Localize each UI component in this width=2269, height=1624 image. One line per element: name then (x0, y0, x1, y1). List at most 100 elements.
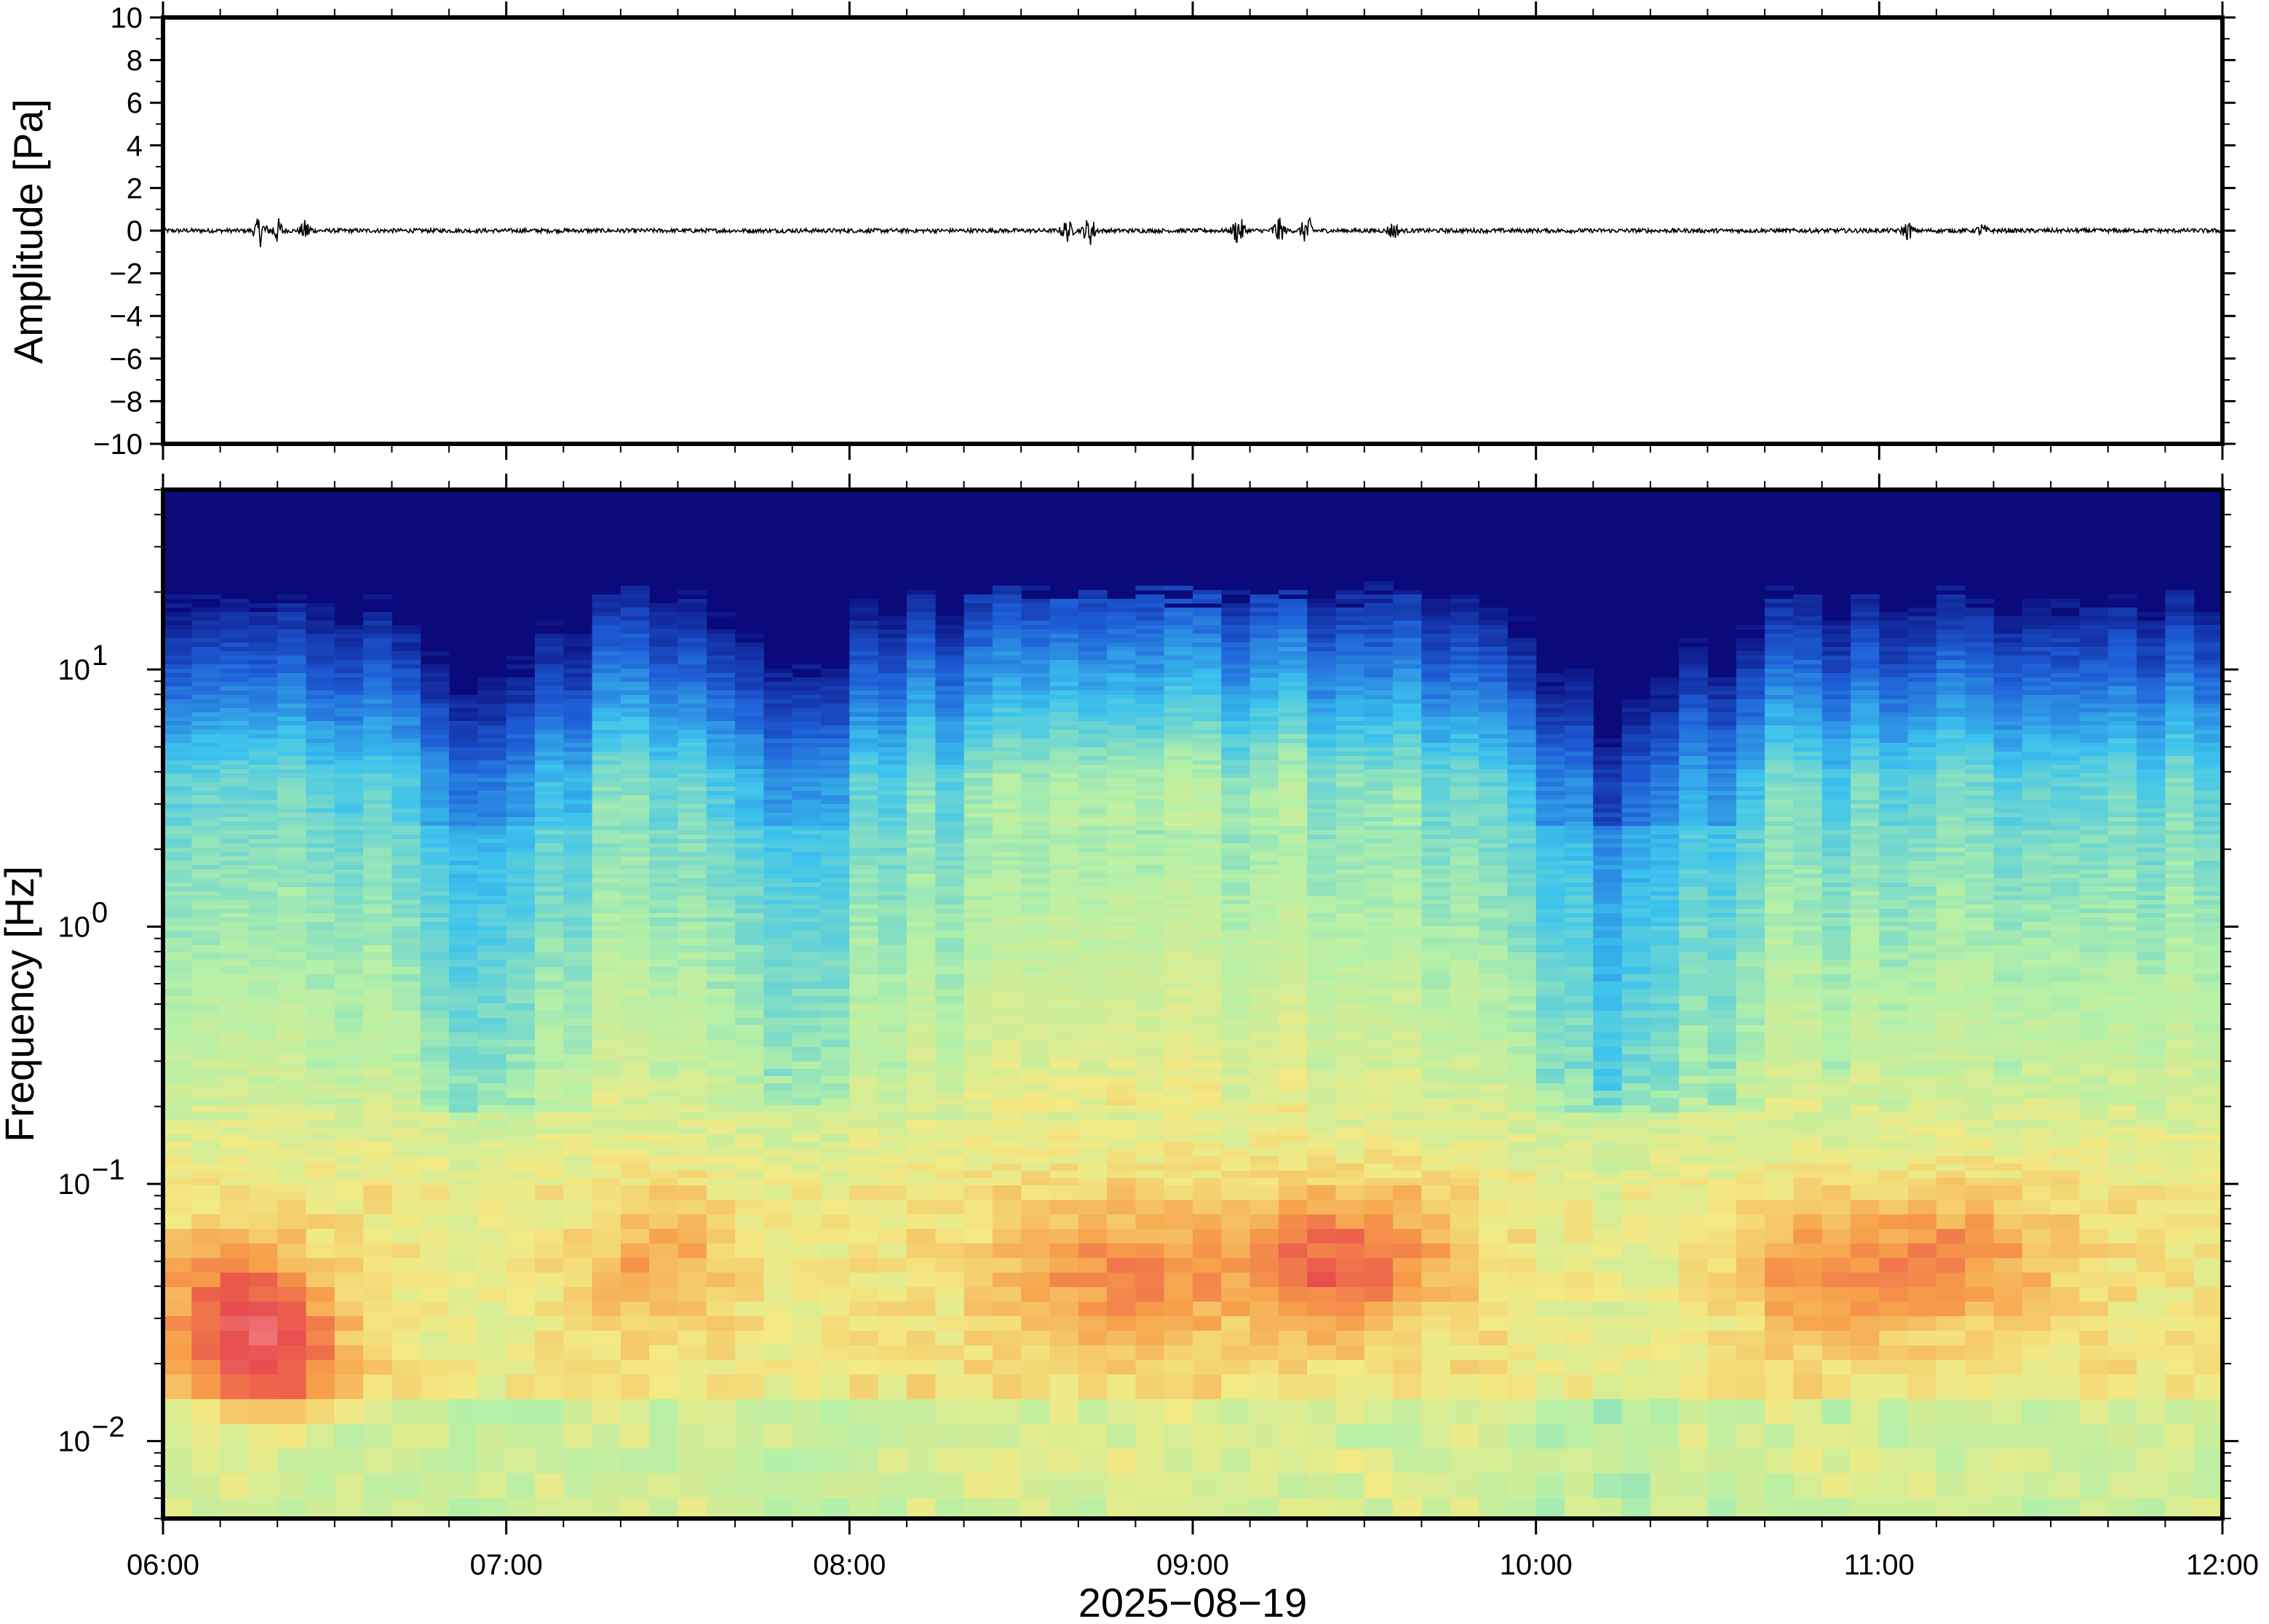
spectrogram-cell (735, 839, 764, 844)
spectrogram-cell (1535, 800, 1565, 805)
spectrogram-cell (2079, 704, 2109, 709)
spectrogram-cell (1736, 861, 1765, 866)
spectrogram-cell (1249, 826, 1279, 831)
spectrogram-cell (306, 782, 335, 787)
spectrogram-cell (1479, 896, 1508, 901)
spectrogram-cell (677, 747, 707, 752)
spectrogram-cell (2107, 787, 2137, 792)
spectrogram-cell (1565, 835, 1594, 840)
spectrogram-cell (1936, 594, 1966, 600)
spectrogram-cell (248, 865, 278, 870)
spectrogram-cell (878, 900, 907, 905)
spectrogram-cell (277, 725, 307, 731)
spectrogram-cell (191, 861, 221, 866)
spectrogram-cell (2107, 708, 2137, 713)
spectrogram-cell (1107, 603, 1136, 608)
spectrogram-cell (2022, 852, 2051, 857)
spectrogram-cell (163, 848, 192, 853)
spectrogram-cell (1965, 843, 1995, 848)
spectrogram-cell (849, 769, 879, 774)
spectrogram-cell (1421, 826, 1451, 831)
spectrogram-cell (1507, 778, 1537, 783)
spectrogram-cell (2022, 804, 2051, 809)
spectrogram-cell (906, 813, 936, 818)
spectrogram-cell (2022, 800, 2051, 805)
spectrogram-cell (420, 795, 450, 800)
spectrogram-cell (535, 821, 564, 827)
spectrogram-cell (1421, 647, 1451, 652)
spectrogram-cell (1135, 883, 1165, 888)
spectrogram-cell (1335, 725, 1365, 731)
spectrogram-cell (935, 852, 965, 857)
spectrogram-cell (649, 852, 679, 857)
spectrogram-cell (1393, 669, 1422, 674)
spectrogram-cell (248, 743, 278, 748)
spectrogram-cell (706, 752, 736, 757)
spectrogram-cell (1793, 821, 1823, 827)
spectrogram-cell (1793, 769, 1823, 774)
spectrogram-cell (1965, 704, 1995, 709)
spectrogram-cell (1393, 830, 1422, 835)
spectrogram-cell (1335, 712, 1365, 717)
spectrogram-cell (1879, 904, 1909, 909)
spectrogram-cell (1736, 883, 1765, 888)
spectrogram-cell (735, 848, 764, 853)
spectrogram-cell (1107, 743, 1136, 748)
spectrogram-cell (1164, 909, 1193, 914)
spectrogram-cell (1364, 773, 1394, 779)
spectrogram-cell (849, 599, 879, 604)
spectrogram-cell (2051, 743, 2081, 748)
spectrogram-cell (2022, 690, 2051, 696)
spectrogram-cell (620, 821, 650, 827)
spectrogram-cell (1049, 682, 1079, 687)
spectrogram-cell (2165, 690, 2195, 696)
spectrogram-cell (1364, 887, 1394, 892)
spectrogram-cell (363, 747, 392, 752)
spectrogram-cell (2079, 856, 2109, 861)
spectrogram-cell (1507, 878, 1537, 883)
spectrogram-cell (1793, 721, 1823, 726)
spectrogram-cell (1993, 856, 2023, 861)
spectrogram-cell (277, 878, 307, 883)
spectrogram-cell (363, 787, 392, 792)
spectrogram-cell (2022, 865, 2051, 870)
spectrogram-cell (677, 651, 707, 656)
spectrogram-cell (620, 594, 650, 600)
spectrogram-cell (220, 725, 250, 731)
spectrogram-cell (2165, 695, 2195, 700)
spectrogram-cell (392, 660, 421, 665)
spectrogram-cell (1307, 752, 1337, 757)
spectrogram-cell (191, 699, 221, 704)
spectrogram-cell (1851, 830, 1880, 835)
spectrogram-cell (1021, 852, 1051, 857)
spectrogram-cell (191, 830, 221, 835)
spectrogram-cell (963, 603, 993, 608)
spectrogram-cell (1965, 612, 1995, 617)
spectrogram-cell (935, 730, 965, 735)
spectrogram-cell (1936, 835, 1966, 840)
spectrogram-cell (1107, 826, 1136, 831)
spectrogram-cell (163, 656, 192, 661)
spectrogram-cell (1907, 656, 1937, 661)
spectrogram-cell (735, 773, 764, 779)
spectrogram-cell (1249, 621, 1279, 626)
spectrogram-cell (363, 843, 392, 848)
spectrogram-cell (1851, 900, 1880, 905)
spectrogram-cell (1049, 686, 1079, 691)
spectrogram-cell (1135, 642, 1165, 648)
spectrogram-cell (821, 839, 850, 844)
spectrogram-cell (1479, 900, 1508, 905)
spectrogram-cell (563, 843, 593, 848)
spectrogram-cell (706, 848, 736, 853)
spectrogram-cell (2022, 747, 2051, 752)
spectrogram-cell (392, 835, 421, 840)
spectrogram-cell (1765, 896, 1794, 901)
spectrogram-cell (248, 817, 278, 822)
spectrogram-cell (706, 800, 736, 805)
spectrogram-cell (1479, 887, 1508, 892)
spectrogram-cell (2022, 603, 2051, 608)
spectrogram-cell (763, 721, 793, 726)
spectrogram-cell (735, 808, 764, 813)
spectrogram-cell (1965, 787, 1995, 792)
spectrogram-cell (535, 835, 564, 840)
